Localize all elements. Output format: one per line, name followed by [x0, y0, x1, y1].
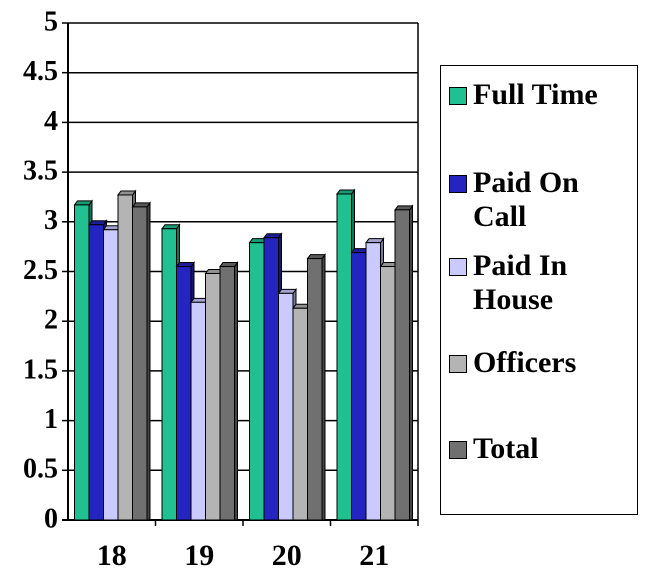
- bar: [365, 242, 381, 521]
- legend-label: Officers: [473, 346, 577, 379]
- y-tick-label: 4: [44, 106, 58, 137]
- bar: [176, 266, 192, 521]
- bar-top: [219, 262, 239, 268]
- bar-top: [306, 254, 326, 260]
- bar: [351, 252, 367, 521]
- legend-swatch: [449, 441, 467, 459]
- legend: Full Time Paid On Call Paid In House Office…: [440, 65, 638, 515]
- bar-top: [277, 288, 297, 294]
- bar-top: [394, 205, 414, 211]
- bar: [161, 228, 177, 521]
- bar-top: [88, 220, 108, 226]
- y-tick-label: 3.5: [23, 156, 58, 187]
- y-tick-label: 0: [44, 503, 58, 534]
- bar: [219, 266, 235, 521]
- bar-top: [73, 200, 93, 206]
- bar: [74, 204, 90, 521]
- y-tick-label: 1: [44, 404, 58, 435]
- legend-label: Full Time: [473, 78, 598, 111]
- bar-top: [175, 262, 195, 268]
- bar: [132, 206, 148, 521]
- y-tick-label: 3: [44, 205, 58, 236]
- bar: [336, 193, 352, 521]
- bar-top: [365, 238, 385, 244]
- legend-swatch: [449, 355, 467, 373]
- y-tick-label: 4.5: [23, 56, 58, 87]
- bar: [103, 229, 119, 521]
- bar-top: [263, 233, 283, 239]
- bar: [263, 237, 279, 521]
- legend-swatch: [449, 87, 467, 105]
- bar: [88, 224, 104, 521]
- y-tick-label: 0.5: [23, 454, 58, 485]
- y-tick-label: 2: [44, 305, 58, 336]
- bar-top: [131, 202, 151, 208]
- bar: [190, 301, 206, 521]
- bar: [249, 242, 265, 521]
- legend-label: Total: [473, 432, 539, 465]
- bar-top: [161, 224, 181, 230]
- bar: [394, 209, 410, 521]
- legend-swatch: [449, 175, 467, 193]
- bar-top: [336, 189, 356, 195]
- y-tick-label: 1.5: [23, 354, 58, 385]
- y-tick-label: 5: [44, 6, 58, 37]
- x-tick-label: 19: [184, 539, 214, 572]
- x-tick-label: 18: [97, 539, 127, 572]
- x-tick-label: 20: [272, 539, 302, 572]
- x-tick-label: 21: [359, 539, 389, 572]
- bar: [292, 307, 308, 521]
- bar: [117, 194, 133, 521]
- bar: [307, 258, 323, 521]
- y-tick-label: 2.5: [23, 255, 58, 286]
- legend-label: Paid In House: [473, 249, 568, 316]
- bar: [380, 266, 396, 521]
- legend-swatch: [449, 258, 467, 276]
- bar: [278, 292, 294, 521]
- bar: [205, 272, 221, 521]
- bar-top: [117, 190, 137, 196]
- legend-label: Paid On Call: [473, 166, 579, 233]
